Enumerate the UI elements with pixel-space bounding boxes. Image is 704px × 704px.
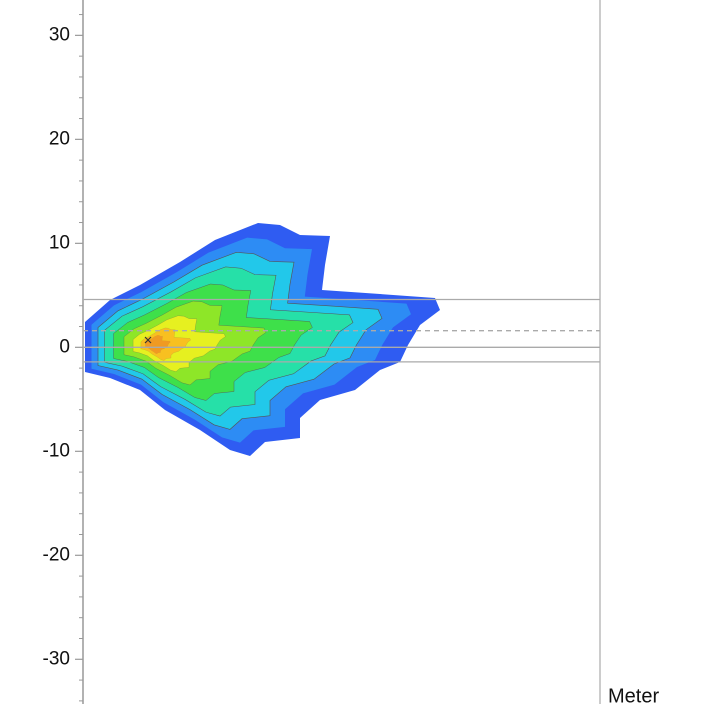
- y-tick-label: 30: [49, 24, 70, 45]
- y-tick-label: 0: [59, 336, 70, 357]
- y-tick-label: -10: [43, 440, 70, 461]
- y-tick-label: 10: [49, 232, 70, 253]
- y-tick-label: -30: [43, 648, 70, 669]
- y-tick-label: -20: [43, 544, 70, 565]
- density-field: [85, 223, 440, 456]
- y-tick-label: 20: [49, 128, 70, 149]
- unit-label: Meter: [608, 685, 659, 704]
